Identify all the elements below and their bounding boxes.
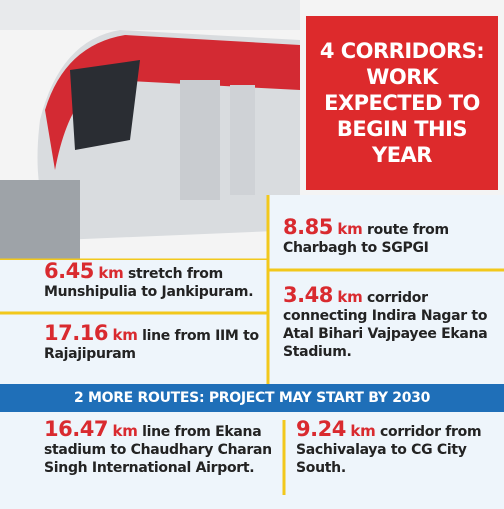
unit: km (350, 422, 376, 440)
distance: 17.16 (44, 321, 108, 345)
unit: km (337, 288, 363, 306)
banner-text: 2 MORE ROUTES: PROJECT MAY START BY 2030 (73, 390, 431, 406)
description: corridor connecting Indira Nagar to Atal… (283, 290, 488, 360)
headline-text: 4 CORRIDORS: WORK EXPECTED TO BEGIN THIS… (319, 39, 485, 167)
corridor: 8.85 km route from Charbagh to SGPGI (283, 215, 498, 257)
corridor: 6.45 km stretch from Munshipulia to Jank… (44, 259, 264, 301)
unit: km (337, 220, 363, 238)
route: 16.47 km line from Ekana stadium to Chau… (44, 417, 274, 477)
distance: 16.47 (44, 417, 108, 441)
distance: 9.24 (296, 417, 346, 441)
distance: 8.85 (283, 215, 333, 239)
unit: km (112, 326, 138, 344)
distance: 3.48 (283, 283, 333, 307)
description: route from Charbagh to SGPGI (283, 222, 449, 256)
description: line from IIM to Rajajipuram (44, 328, 259, 362)
headline: 4 CORRIDORS: WORK EXPECTED TO BEGIN THIS… (306, 16, 498, 190)
unit: km (98, 264, 124, 282)
route: 9.24 km corridor from Sachivalaya to CG … (296, 417, 496, 477)
corridor: 3.48 km corridor connecting Indira Nagar… (283, 283, 498, 361)
corridor: 17.16 km line from IIM to Rajajipuram (44, 321, 264, 363)
distance: 6.45 (44, 259, 94, 283)
unit: km (112, 422, 138, 440)
description: corridor from Sachivalaya to CG City Sou… (296, 424, 482, 476)
description: stretch from Munshipulia to Jankipuram. (44, 266, 254, 300)
banner: 2 MORE ROUTES: PROJECT MAY START BY 2030 (0, 384, 504, 412)
description: line from Ekana stadium to Chaudhary Cha… (44, 424, 272, 476)
